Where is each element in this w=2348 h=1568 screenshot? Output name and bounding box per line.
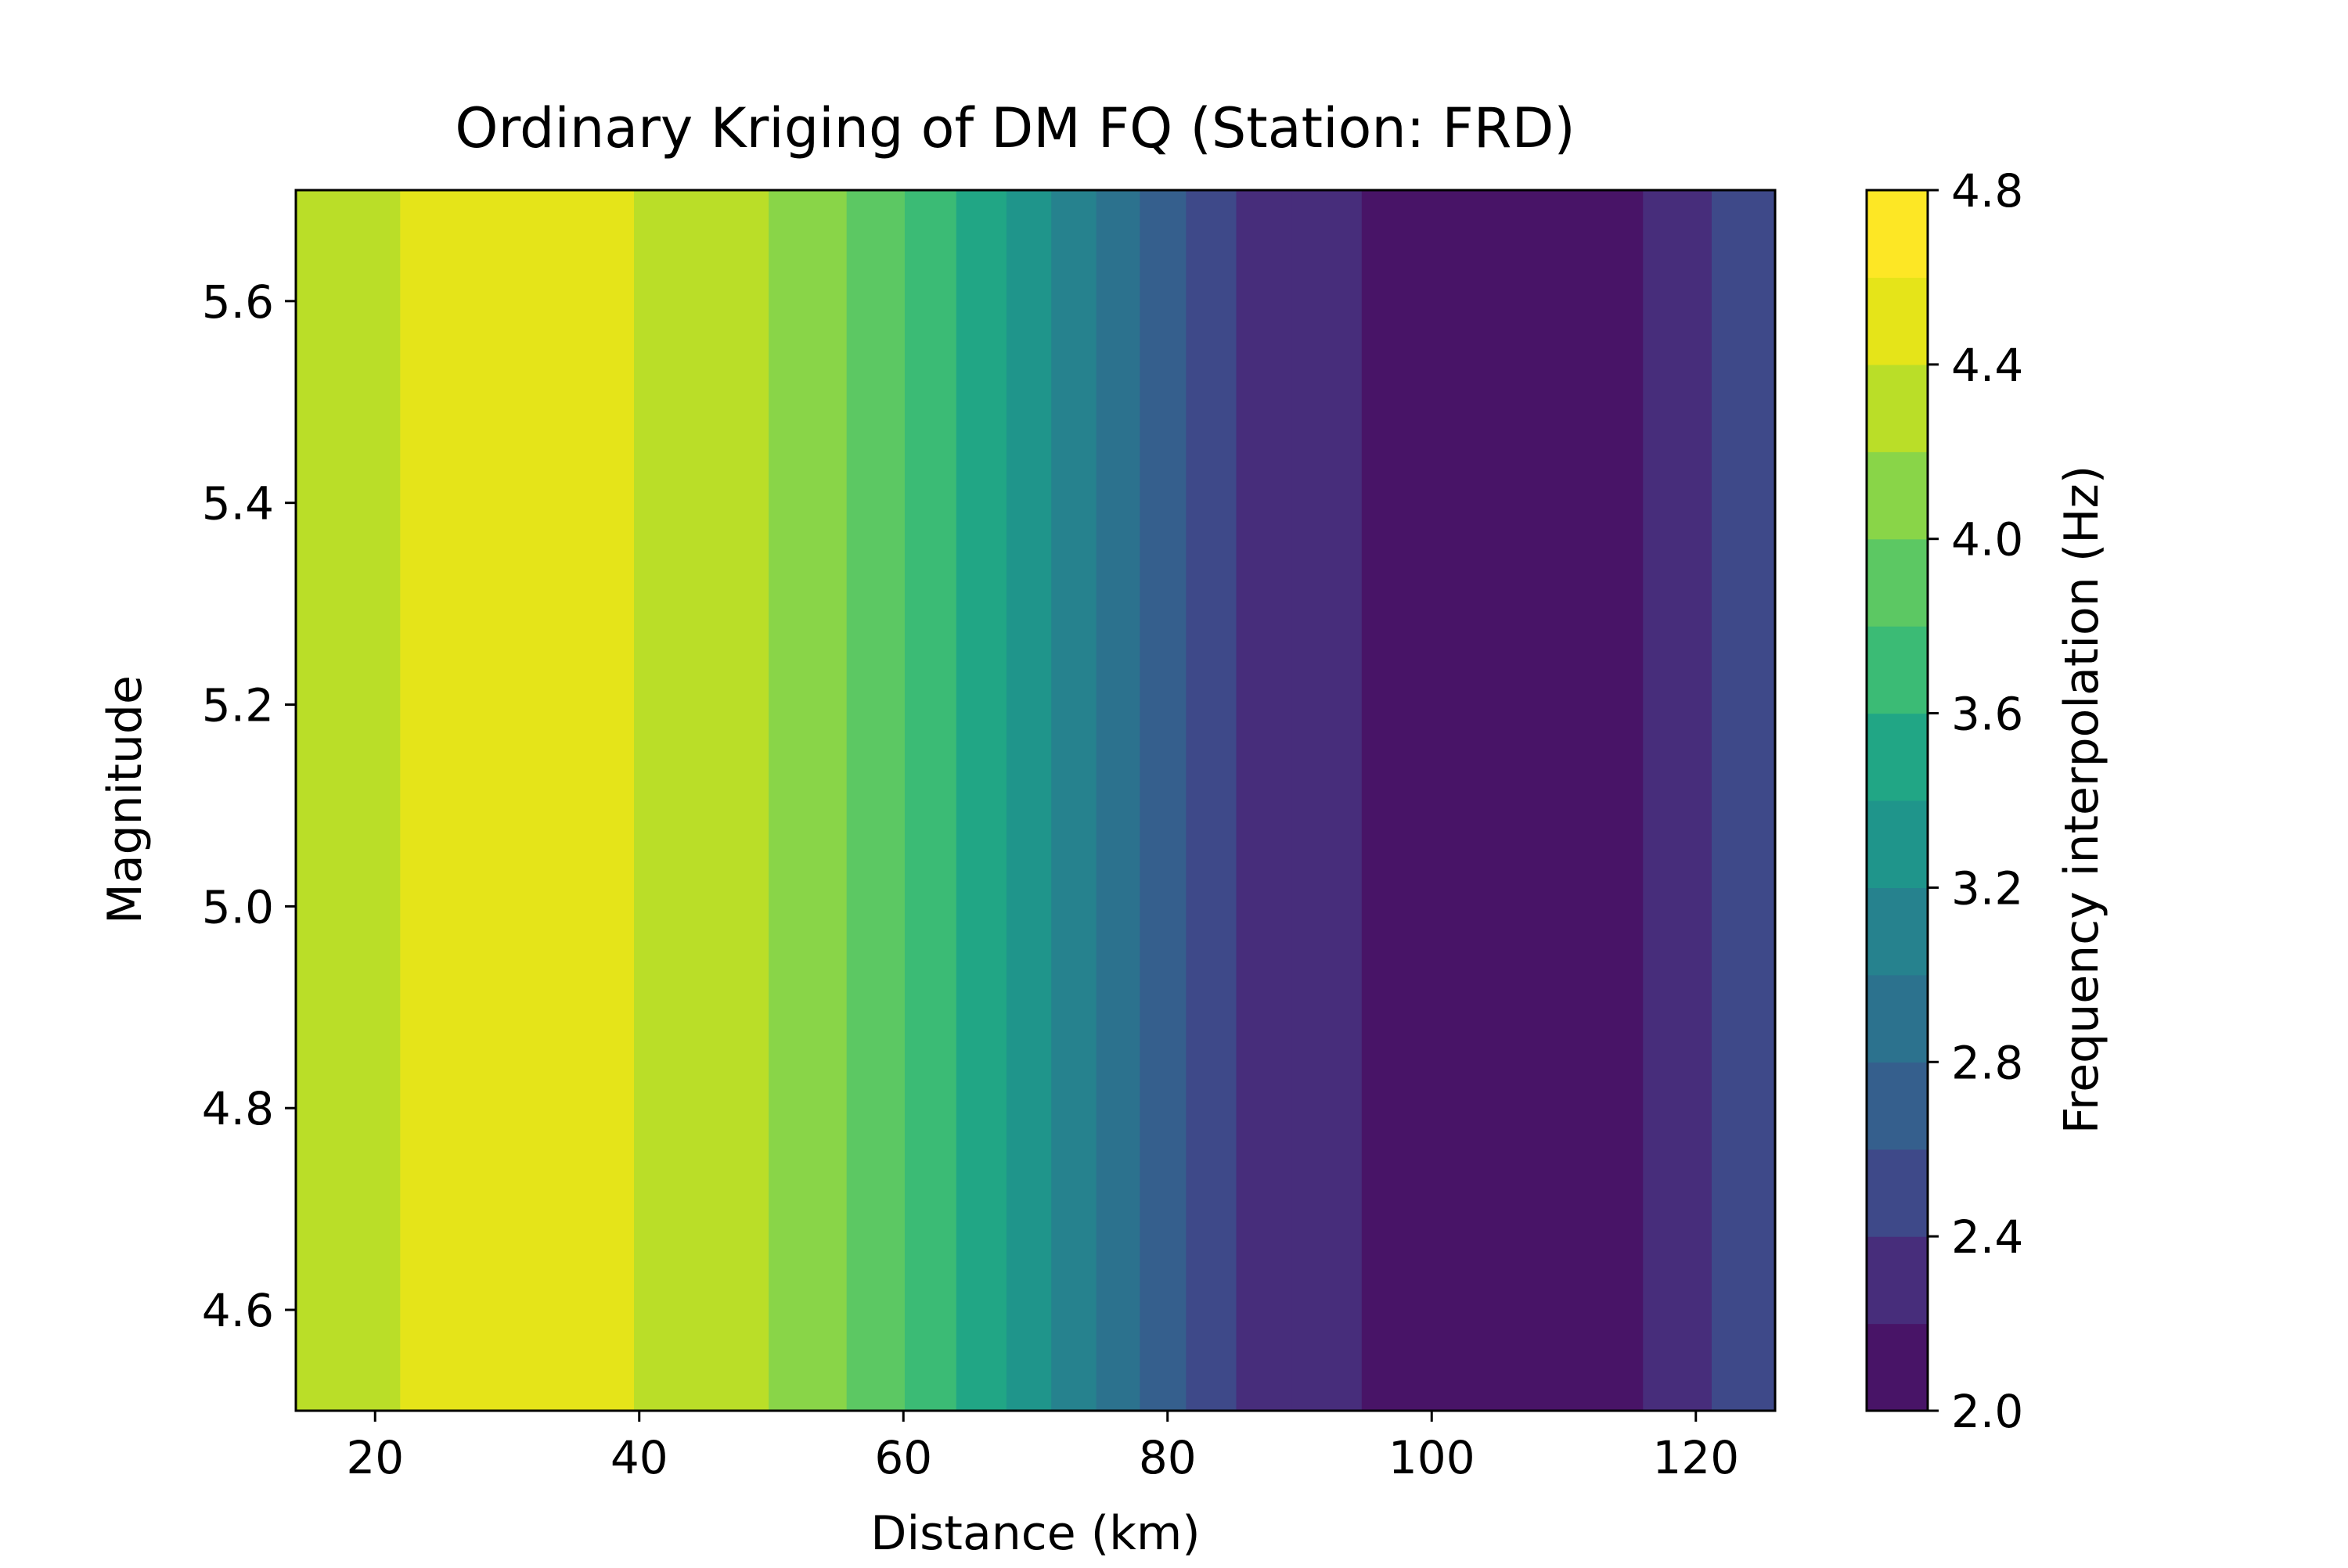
contour-band-11 [1186,190,1237,1411]
colorbar-segment-8 [1867,626,1928,714]
colorbar-tick-label: 4.4 [1951,339,2023,392]
contour-band-15 [1643,190,1712,1411]
y-tick-label: 5.4 [202,477,274,530]
colorbar-segment-9 [1867,538,1928,627]
contour-bands [296,190,1776,1411]
x-tick-label: 100 [1388,1431,1475,1484]
x-tick-label: 20 [346,1431,404,1484]
x-tick-label: 60 [874,1431,932,1484]
contour-band-4 [846,190,906,1411]
x-tick-label: 40 [610,1431,668,1484]
contour-band-13 [1291,190,1363,1411]
contour-band-10 [1140,190,1187,1411]
colorbar-segment-1 [1867,1236,1928,1325]
colorbar-segment-2 [1867,1149,1928,1237]
x-tick-label: 120 [1652,1431,1739,1484]
contour-band-5 [904,190,957,1411]
y-axis: 4.6 4.8 5.0 5.2 5.4 5.6 [202,275,296,1337]
y-tick-label: 5.2 [202,679,274,732]
colorbar-segment-4 [1867,974,1928,1063]
colorbar-label: Frequency interpolation (Hz) [2054,466,2109,1135]
colorbar-ticks: 2.0 2.4 2.8 3.2 3.6 4.0 4.4 4.8 [1928,164,2023,1438]
colorbar-tick-label: 3.2 [1951,861,2023,915]
colorbar-segment-3 [1867,1062,1928,1150]
contour-band-14 [1361,190,1644,1411]
chart-title: Ordinary Kriging of DM FQ (Station: FRD) [455,96,1575,160]
contour-band-3 [769,190,848,1411]
y-tick-label: 5.6 [202,275,274,329]
y-tick-label: 4.6 [202,1284,274,1337]
colorbar-segment-6 [1867,800,1928,889]
contour-band-0 [296,190,401,1411]
colorbar-tick-label: 2.8 [1951,1036,2023,1089]
colorbar-tick-label: 2.0 [1951,1385,2023,1438]
y-axis-label: Magnitude [98,675,153,924]
colorbar-tick-label: 3.6 [1951,688,2023,741]
colorbar-segment-0 [1867,1323,1928,1412]
x-axis-label: Distance (km) [870,1506,1200,1561]
colorbar [1867,190,1928,1412]
y-tick-label: 5.0 [202,880,274,933]
contour-band-1 [400,190,635,1411]
colorbar-segment-12 [1867,277,1928,365]
contour-band-6 [956,190,1007,1411]
contour-band-7 [1006,190,1052,1411]
contour-band-16 [1712,190,1776,1411]
colorbar-segment-11 [1867,364,1928,452]
colorbar-segment-13 [1867,190,1928,279]
colorbar-tick-label: 2.4 [1951,1210,2023,1264]
y-tick-label: 4.8 [202,1082,274,1135]
plot-frame [294,189,1777,1412]
x-axis: 20 40 60 80 100 120 [346,1411,1739,1484]
colorbar-segment-7 [1867,713,1928,801]
colorbar-tick-label: 4.8 [1951,164,2023,218]
colorbar-frame [1865,189,1929,1412]
contour-band-12 [1236,190,1292,1411]
contour-band-2 [634,190,769,1411]
x-tick-label: 80 [1139,1431,1197,1484]
contour-band-9 [1096,190,1140,1411]
contour-band-8 [1051,190,1097,1411]
colorbar-segment-10 [1867,451,1928,540]
colorbar-segment-5 [1867,887,1928,976]
colorbar-tick-label: 4.0 [1951,513,2023,566]
